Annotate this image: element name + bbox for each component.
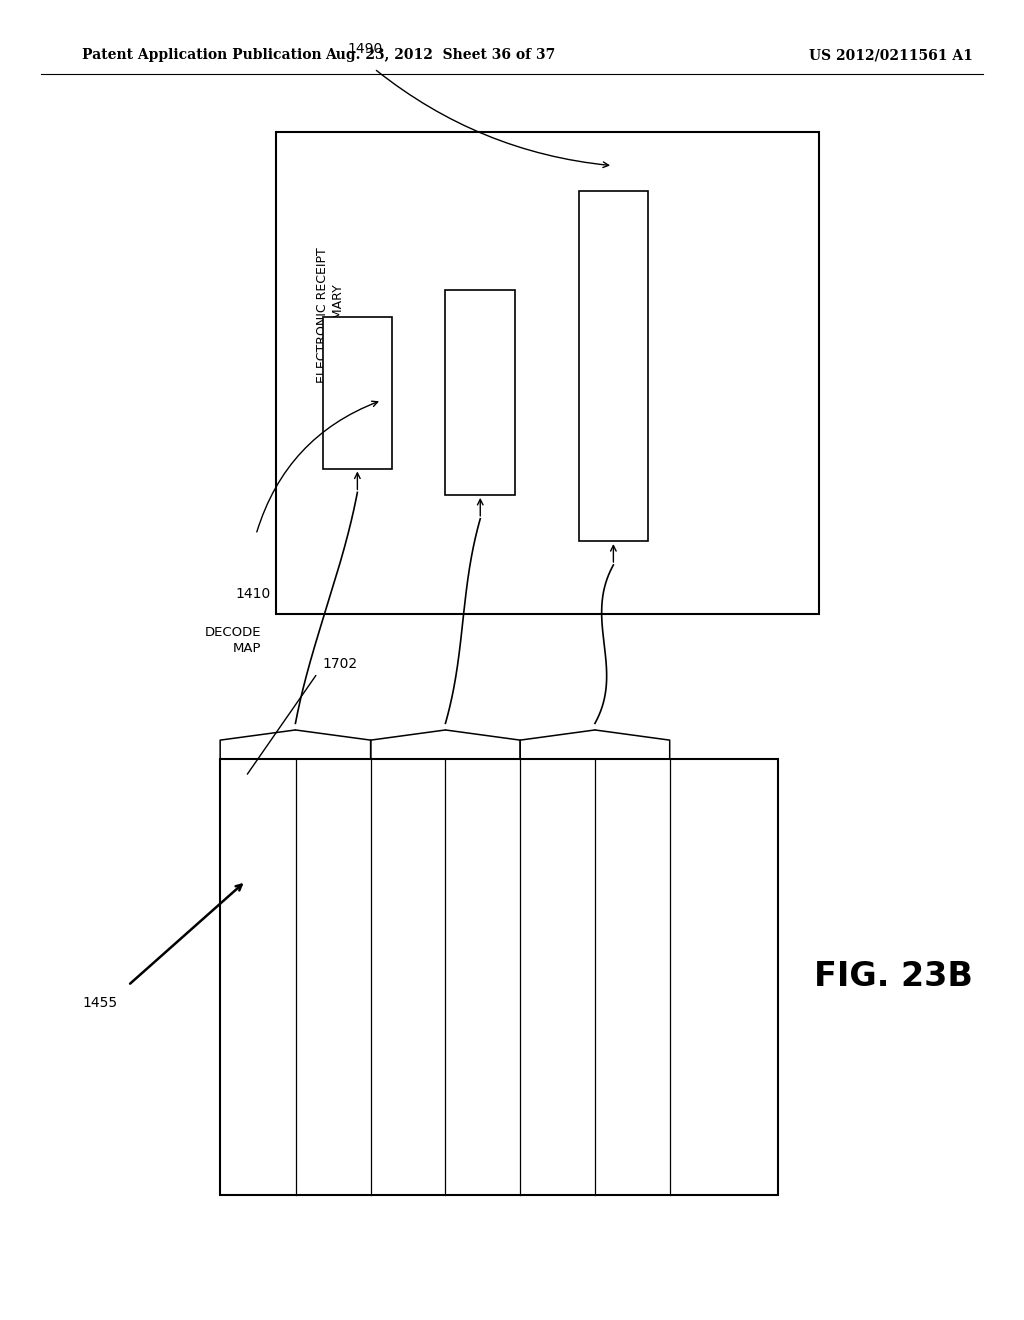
Text: DECODE
MAP: DECODE MAP — [205, 626, 261, 655]
Bar — [220, 759, 778, 1195]
Text: 1702: 1702 — [323, 657, 357, 671]
Text: Aug. 23, 2012  Sheet 36 of 37: Aug. 23, 2012 Sheet 36 of 37 — [326, 49, 555, 62]
Text: 1490: 1490 — [347, 42, 382, 55]
Text: ELECTRONIC RECEIPT
SUMMARY: ELECTRONIC RECEIPT SUMMARY — [315, 247, 344, 383]
Text: FIG. 23B: FIG. 23B — [814, 961, 973, 993]
Text: 1410: 1410 — [236, 587, 270, 602]
Text: US 2012/0211561 A1: US 2012/0211561 A1 — [809, 49, 973, 62]
Bar — [445, 290, 515, 495]
Text: 1455: 1455 — [83, 995, 118, 1010]
Bar — [579, 191, 648, 541]
Bar — [323, 317, 392, 469]
Text: Patent Application Publication: Patent Application Publication — [82, 49, 322, 62]
Bar — [276, 132, 819, 614]
